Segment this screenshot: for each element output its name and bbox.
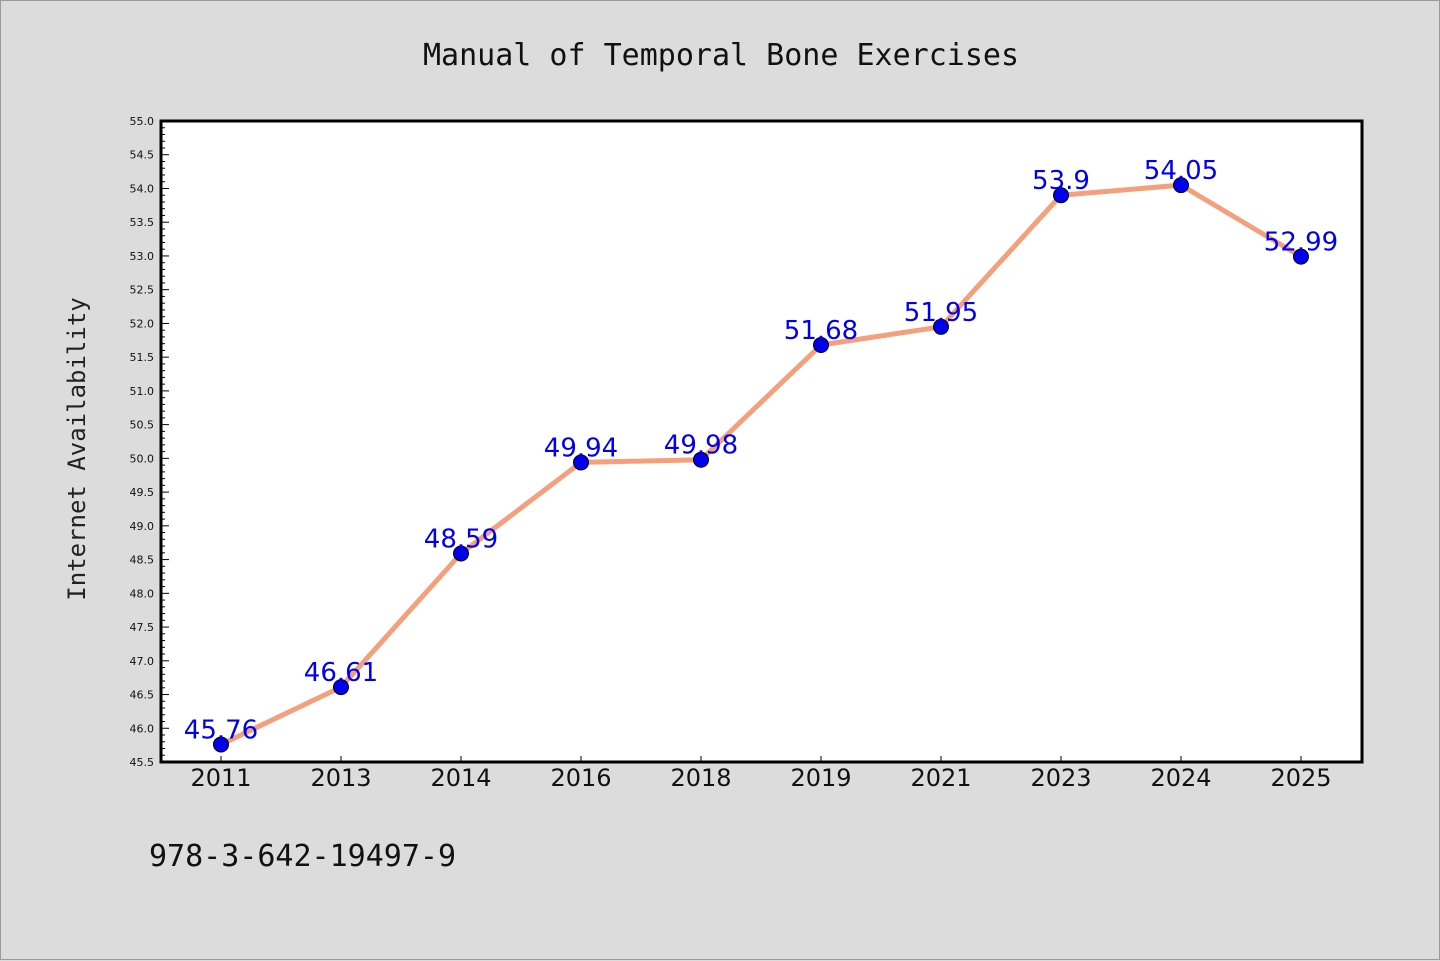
data-point — [1293, 248, 1309, 265]
data-point — [573, 454, 589, 471]
data-label: 51.68 — [784, 316, 858, 346]
y-tick-label: 50.5 — [130, 419, 155, 432]
series-line-group — [218, 182, 1304, 747]
y-tick-label: 48.5 — [130, 554, 155, 567]
data-label: 53.9 — [1032, 166, 1090, 196]
x-tick-label: 2025 — [1270, 764, 1331, 792]
series-line — [218, 182, 1304, 747]
data-label: 45.76 — [184, 715, 258, 745]
data-label: 54.05 — [1144, 156, 1218, 186]
y-tick-label: 47.5 — [130, 621, 155, 634]
data-label: 49.94 — [544, 433, 618, 463]
series-markers-group — [213, 177, 1309, 753]
data-point — [213, 736, 229, 753]
x-tick-label: 2013 — [310, 764, 371, 792]
y-axis-ticks: 45.5 46.0 46.5 47.0 47.5 48.0 48.5 49.0 49.5 50.0… — [130, 115, 169, 769]
isbn-footer: 978-3-642-19497-9 — [149, 839, 456, 874]
y-tick-label: 50.0 — [130, 452, 155, 465]
y-tick-label: 47.0 — [130, 655, 155, 668]
y-tick-label: 52.5 — [130, 284, 155, 297]
x-tick-label: 2019 — [790, 764, 851, 792]
y-tick-label: 53.5 — [130, 216, 155, 229]
data-point — [453, 545, 469, 562]
x-tick-label: 2018 — [670, 764, 731, 792]
data-label: 48.59 — [424, 525, 498, 555]
y-tick-label: 49.0 — [130, 520, 155, 533]
x-tick-label: 2021 — [910, 764, 971, 792]
y-tick-label: 45.5 — [130, 756, 155, 769]
y-axis-label: Internet Availability — [63, 297, 91, 600]
data-point — [693, 451, 709, 468]
data-label: 52.99 — [1264, 228, 1338, 258]
data-point — [813, 337, 829, 354]
y-tick-label: 51.5 — [130, 351, 155, 364]
data-label: 51.95 — [904, 298, 978, 328]
y-tick-label: 55.0 — [130, 115, 155, 128]
data-point — [1173, 177, 1189, 194]
data-labels-group: 45.76 46.61 48.59 49.94 49.98 51.68 51.95 53.9 5… — [184, 156, 1338, 745]
y-tick-label: 51.0 — [130, 385, 155, 398]
data-point — [333, 679, 349, 696]
y-tick-label: 54.5 — [130, 149, 155, 162]
chart-title: Manual of Temporal Bone Exercises — [423, 38, 1019, 73]
x-tick-label: 2011 — [190, 764, 251, 792]
y-tick-label: 48.0 — [130, 587, 155, 600]
x-tick-label: 2014 — [430, 764, 491, 792]
data-point — [1053, 187, 1069, 204]
y-tick-label: 52.0 — [130, 317, 155, 330]
plot-area — [159, 119, 1364, 764]
y-tick-label: 54.0 — [130, 182, 155, 195]
x-tick-label: 2024 — [1150, 764, 1211, 792]
x-tick-label: 2023 — [1030, 764, 1091, 792]
y-tick-label: 49.5 — [130, 486, 155, 499]
data-label: 46.61 — [304, 658, 378, 688]
y-tick-label: 46.5 — [130, 689, 155, 702]
x-tick-label: 2016 — [550, 764, 611, 792]
data-label: 49.98 — [664, 431, 738, 461]
y-tick-label: 46.0 — [130, 722, 155, 735]
x-axis-ticks: 2011 2013 2014 2016 2018 2019 2021 2023 2024 2025 — [190, 756, 1332, 792]
data-point — [933, 318, 949, 335]
y-tick-label: 53.0 — [130, 250, 155, 263]
